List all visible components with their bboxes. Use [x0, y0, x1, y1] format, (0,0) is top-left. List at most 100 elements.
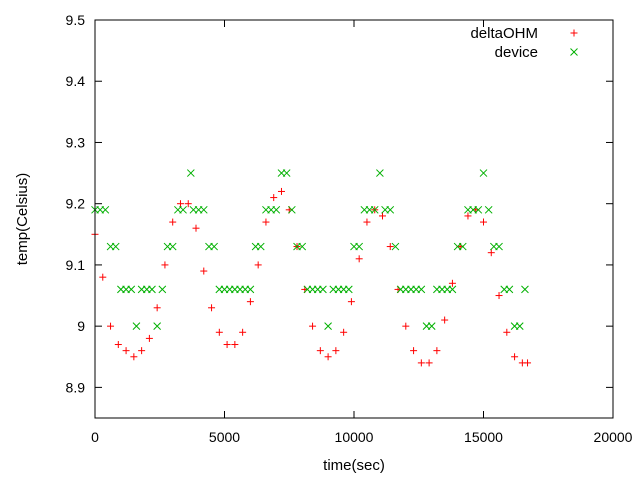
- y-tick-label: 9: [77, 318, 85, 334]
- data-point: [376, 169, 384, 177]
- data-point: [246, 298, 254, 306]
- plot-series: [91, 169, 532, 367]
- y-tick-label: 8.9: [66, 379, 86, 395]
- data-point: [347, 298, 355, 306]
- data-point: [145, 334, 153, 342]
- data-point: [208, 304, 216, 312]
- data-point: [386, 205, 395, 214]
- data-point: [200, 267, 208, 275]
- plot-frame: [94, 19, 614, 419]
- data-point: [448, 285, 457, 294]
- data-point: [458, 242, 467, 251]
- data-point: [495, 292, 503, 300]
- data-point: [378, 212, 386, 220]
- data-point: [448, 279, 456, 287]
- data-point: [231, 341, 239, 349]
- data-point: [495, 242, 503, 251]
- data-point: [340, 328, 348, 336]
- data-point: [270, 194, 278, 202]
- legend-marker-device: [570, 48, 578, 56]
- data-point: [179, 205, 187, 214]
- data-point: [391, 242, 400, 251]
- data-point: [114, 341, 122, 349]
- data-point: [132, 322, 141, 331]
- y-tick-label: 9.2: [66, 196, 86, 212]
- legend-marker-symbol: [570, 48, 578, 56]
- data-point: [355, 242, 364, 251]
- y-tick-label: 9.5: [66, 12, 86, 28]
- series-device: [91, 169, 529, 331]
- data-point: [433, 347, 441, 355]
- data-point: [505, 285, 514, 294]
- y-axis-label: temp(Celsius): [14, 173, 31, 266]
- data-point: [272, 205, 281, 214]
- data-point: [101, 205, 110, 214]
- series-deltaohm: [91, 187, 532, 367]
- data-point: [521, 285, 529, 294]
- data-point: [319, 285, 327, 294]
- x-tick-label: 10000: [335, 429, 374, 445]
- data-point: [417, 285, 426, 294]
- legend-label-device: device: [495, 44, 538, 61]
- data-point: [223, 341, 231, 349]
- data-point: [210, 242, 218, 251]
- x-axis-label: time(sec): [323, 457, 385, 474]
- data-point: [487, 249, 495, 257]
- data-point: [99, 273, 107, 281]
- data-point: [324, 322, 332, 331]
- data-point: [425, 359, 433, 367]
- data-point: [480, 218, 487, 226]
- x-tick-label: 15000: [464, 429, 503, 445]
- data-point: [298, 242, 307, 251]
- data-point: [464, 212, 472, 220]
- data-point: [417, 359, 425, 367]
- legend-marker-symbol: [570, 29, 578, 37]
- data-point: [130, 353, 138, 361]
- data-point: [254, 261, 262, 269]
- data-point: [287, 205, 296, 214]
- x-axis-ticks: 0 5000 10000 15000 20000: [91, 20, 633, 445]
- data-point: [262, 218, 270, 226]
- data-point: [370, 205, 379, 214]
- data-point: [138, 347, 146, 355]
- data-point: [511, 353, 519, 361]
- legend: deltaOHM device: [470, 25, 578, 61]
- data-point: [324, 353, 332, 361]
- data-point: [168, 242, 177, 251]
- data-point: [246, 285, 255, 294]
- data-point: [316, 347, 324, 355]
- data-point: [176, 200, 184, 208]
- data-point: [169, 218, 177, 226]
- data-point: [309, 322, 317, 330]
- data-point: [402, 322, 410, 330]
- y-tick-label: 9.3: [66, 134, 86, 150]
- y-tick-label: 9.4: [66, 73, 86, 89]
- data-point: [158, 285, 167, 294]
- data-point: [153, 322, 162, 331]
- data-point: [344, 285, 353, 294]
- data-point: [184, 200, 192, 208]
- data-point: [107, 322, 115, 330]
- data-point: [474, 205, 483, 214]
- data-point: [215, 328, 223, 336]
- data-point: [153, 304, 161, 312]
- y-tick-label: 9.1: [66, 257, 86, 273]
- data-point: [427, 322, 436, 331]
- data-point: [503, 328, 511, 336]
- data-point: [256, 242, 265, 251]
- data-point: [186, 169, 195, 177]
- data-point: [277, 187, 285, 195]
- x-tick-label: 5000: [209, 429, 240, 445]
- data-point: [363, 218, 371, 226]
- data-point: [192, 224, 200, 232]
- data-point: [111, 242, 120, 251]
- data-point: [386, 243, 394, 251]
- data-point: [479, 169, 488, 177]
- x-tick-label: 0: [91, 429, 99, 445]
- data-point: [282, 169, 291, 177]
- data-point: [515, 322, 524, 331]
- y-axis-ticks: 8.9 9 9.1 9.2 9.3 9.4 9.5: [66, 12, 613, 395]
- data-point: [161, 261, 169, 269]
- data-point: [239, 328, 247, 336]
